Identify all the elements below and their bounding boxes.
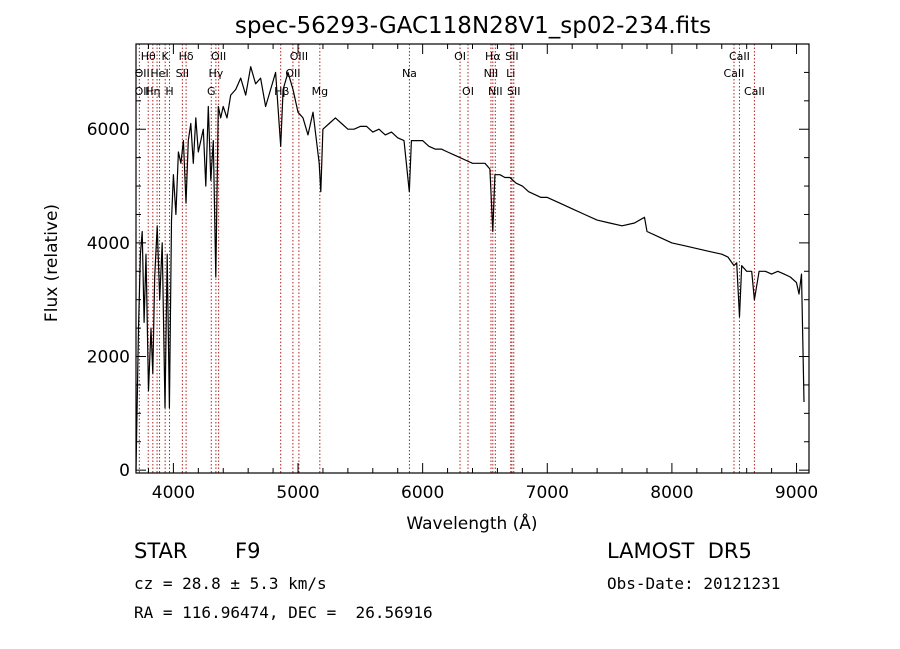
redshift-velocity: cz = 28.8 ± 5.3 km/s [134, 574, 327, 593]
spectral-line-label: SII [505, 50, 518, 63]
spectral-line-label: NII [484, 67, 499, 80]
x-tick-label: 8000 [650, 483, 693, 503]
spectral-line-label: G [207, 85, 216, 98]
spectral-line-label: OII [211, 50, 226, 63]
spectral-line-label: Hθ [141, 50, 156, 63]
x-axis-label: Wavelength (Å) [406, 512, 537, 534]
spectral-line-label: OII [135, 85, 150, 98]
y-tick-label: 0 [119, 461, 130, 481]
x-tick-label: 9000 [775, 483, 818, 503]
spectral-line-label: Li [506, 67, 515, 80]
spectral-subclass: F9 [235, 539, 261, 563]
sky-coordinates: RA = 116.96474, DEC = 26.56916 [134, 603, 433, 622]
spectral-line-label: Hδ [179, 50, 194, 63]
spectral-line-label: OI [454, 50, 466, 63]
spectral-line-label: Hα [485, 50, 501, 63]
x-tick-label: 5000 [276, 483, 319, 503]
spectral-line-label: H [165, 85, 173, 98]
observation-date: Obs-Date: 20121231 [607, 574, 781, 593]
spectral-line-label: OI [462, 85, 474, 98]
y-tick-label: 6000 [87, 120, 130, 140]
spectral-line-label: Hβ [274, 85, 289, 98]
plot-frame [135, 43, 810, 474]
spectral-line-label: Na [402, 67, 417, 80]
spectral-line-label: OII [135, 67, 150, 80]
spectral-line-label: Hη [145, 85, 160, 98]
spectrum-line [135, 66, 805, 471]
plot-axes: 4000 5000 6000 7000 8000 9000 0 2000 4000 6000 [87, 43, 818, 503]
spectral-line-label: OIII [290, 50, 308, 63]
spectral-line-label: Mg [312, 85, 328, 98]
survey-release: LAMOST DR5 [607, 539, 752, 563]
spectral-line-label: NII [488, 85, 503, 98]
x-tick-label: 7000 [526, 483, 569, 503]
object-class: STAR [134, 539, 188, 563]
y-axis-label: Flux (relative) [42, 204, 62, 322]
spectral-line-label: CaII [724, 67, 745, 80]
y-tick-label: 2000 [87, 348, 130, 368]
x-tick-label: 6000 [401, 483, 444, 503]
spectrum-series [135, 66, 805, 471]
chart-title: spec-56293-GAC118N28V1_sp02-234.fits [235, 13, 711, 39]
spectral-line-label: HeI [150, 67, 168, 80]
spectral-line-label: K [162, 50, 170, 63]
spectral-line-label: SII [176, 67, 189, 80]
x-tick-label: 4000 [152, 483, 195, 503]
spectral-line-label: Hγ [208, 67, 223, 80]
spectral-line-markers [138, 44, 755, 473]
spectral-line-label: CaII [729, 50, 750, 63]
y-tick-label: 4000 [87, 234, 130, 254]
spectral-line-label: SII [507, 85, 520, 98]
spectral-line-label: CaII [744, 85, 765, 98]
